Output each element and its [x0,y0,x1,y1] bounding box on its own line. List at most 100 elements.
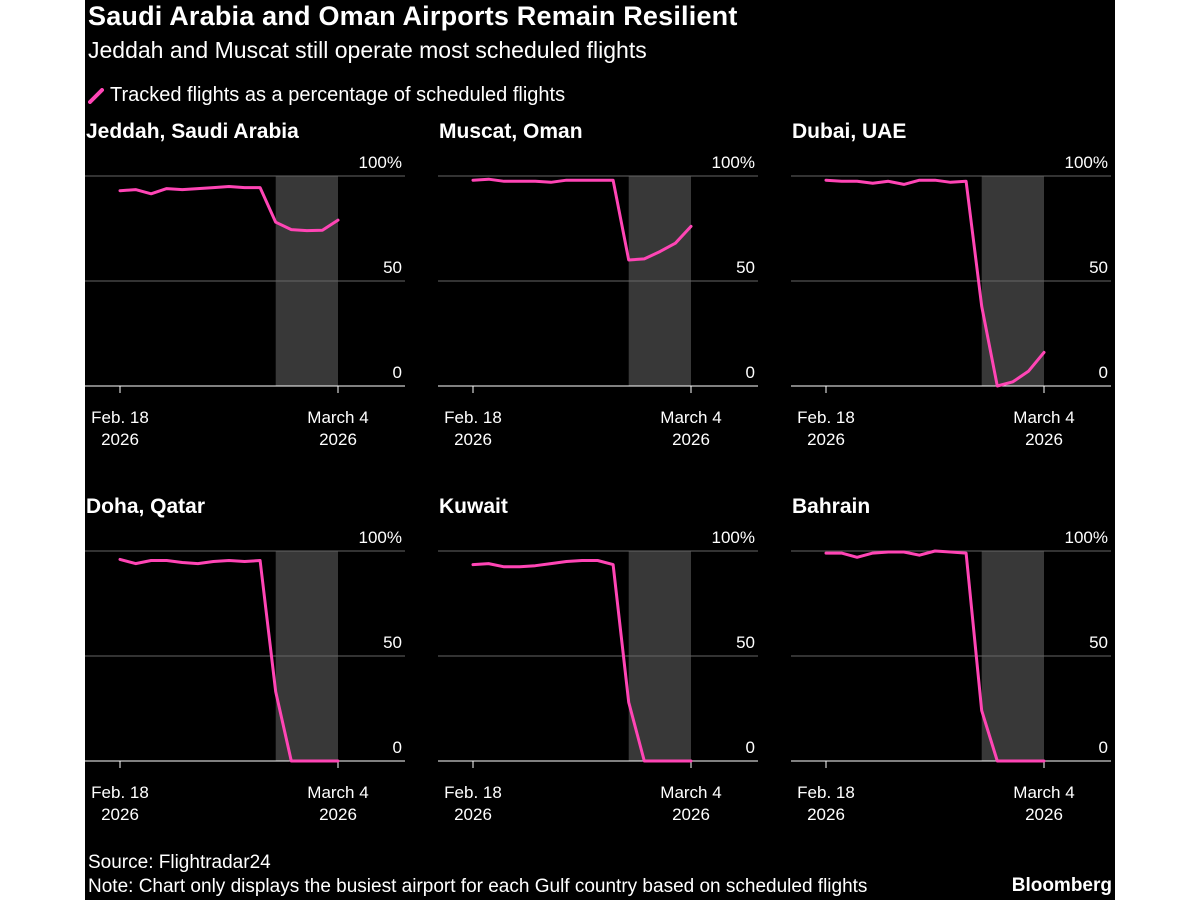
x-tick-label-year: 2026 [1025,430,1063,449]
data-point [856,180,859,183]
x-tick-label: March 4 [307,408,368,427]
data-point [321,760,324,763]
data-point [534,180,537,183]
chart-panel-5: Kuwait 100% 50 0 Feb. 18 2026 March 4 2026 [438,495,758,824]
data-point [871,182,874,185]
y-tick-label: 100% [1065,153,1108,172]
y-tick-label: 100% [1065,528,1108,547]
data-point [581,179,584,182]
y-tick-label: 0 [746,738,755,757]
data-point [337,219,340,222]
data-point [305,760,308,763]
data-point [243,560,246,563]
data-point [150,192,153,195]
series-line [118,185,340,233]
data-point [902,551,905,554]
footnote: Note: Chart only displays the busiest ai… [88,876,868,897]
data-point [228,559,231,562]
data-point [134,188,137,191]
data-point [581,559,584,562]
figure-subtitle: Jeddah and Muscat still operate most sch… [88,37,647,63]
y-tick-label: 50 [1089,258,1108,277]
source-note: Source: Flightradar24 [88,852,271,873]
y-tick-label: 100% [712,528,755,547]
bloomberg-logo: Bloomberg [1011,875,1112,896]
data-point [887,551,890,554]
data-point [472,179,475,182]
series-line [824,178,1046,388]
x-tick-label: Feb. 18 [91,783,149,802]
data-point [228,185,231,188]
series-line [824,549,1046,763]
data-point [949,551,952,554]
x-tick-label: March 4 [660,408,721,427]
x-tick-label-year: 2026 [807,430,845,449]
x-tick-label-year: 2026 [101,430,139,449]
data-point [119,189,122,192]
data-point [627,259,630,262]
x-tick-label-year: 2026 [672,430,710,449]
data-point [612,179,615,182]
x-tick-label: Feb. 18 [797,408,855,427]
y-tick-label: 0 [393,363,402,382]
data-point [596,179,599,182]
data-point [290,760,293,763]
data-point [165,559,168,562]
y-tick-label: 50 [383,633,402,652]
y-tick-label: 0 [1099,363,1108,382]
data-point [1043,760,1046,763]
data-point [518,180,521,183]
x-tick-label-year: 2026 [454,805,492,824]
chart-panel-6: Bahrain 100% 50 0 Feb. 18 2026 March 4 2026 [791,495,1111,824]
legend-swatch-icon [88,87,104,104]
data-point [290,228,293,231]
data-point [212,186,215,189]
data-point [1011,760,1014,763]
chart-title: Kuwait [439,495,508,518]
data-point [1027,370,1030,373]
data-point [856,556,859,559]
data-point [658,760,661,763]
data-point [274,690,277,693]
x-tick-label: Feb. 18 [797,783,855,802]
data-point [503,180,506,183]
data-point [643,257,646,260]
data-point [165,187,168,190]
data-point [840,180,843,183]
data-point [259,186,262,189]
data-point [212,560,215,563]
data-point [612,563,615,566]
chart-title: Dubai, UAE [792,120,906,143]
chart-panel-1: Jeddah, Saudi Arabia 100% 50 0 Feb. 18 2026 Ma… [85,120,405,449]
data-point [690,225,693,228]
x-tick-label: Feb. 18 [444,783,502,802]
x-tick-label-year: 2026 [807,805,845,824]
data-point [596,559,599,562]
y-tick-label: 0 [1099,738,1108,757]
x-tick-label-year: 2026 [319,805,357,824]
data-point [934,550,937,553]
data-point [150,559,153,562]
data-point [674,242,677,245]
x-tick-label: March 4 [1013,408,1074,427]
data-point [472,563,475,566]
chart-panel-4: Doha, Qatar 100% 50 0 Feb. 18 2026 March 4 2026 [85,495,405,824]
data-point [840,552,843,555]
legend: Tracked flights as a percentage of sched… [88,84,565,107]
y-tick-label: 100% [359,528,402,547]
y-tick-label: 0 [746,363,755,382]
data-point [690,760,693,763]
data-point [549,562,552,565]
data-point [181,188,184,191]
figure-panel: Saudi Arabia and Oman Airports Remain Re… [85,0,1115,900]
series-line [471,177,693,262]
x-tick-label-year: 2026 [1025,805,1063,824]
data-point [658,250,661,253]
y-tick-label: 50 [383,258,402,277]
data-point [934,179,937,182]
data-point [274,221,277,224]
data-point [996,760,999,763]
data-point [305,229,308,232]
data-point [518,565,521,568]
x-tick-label: Feb. 18 [91,408,149,427]
